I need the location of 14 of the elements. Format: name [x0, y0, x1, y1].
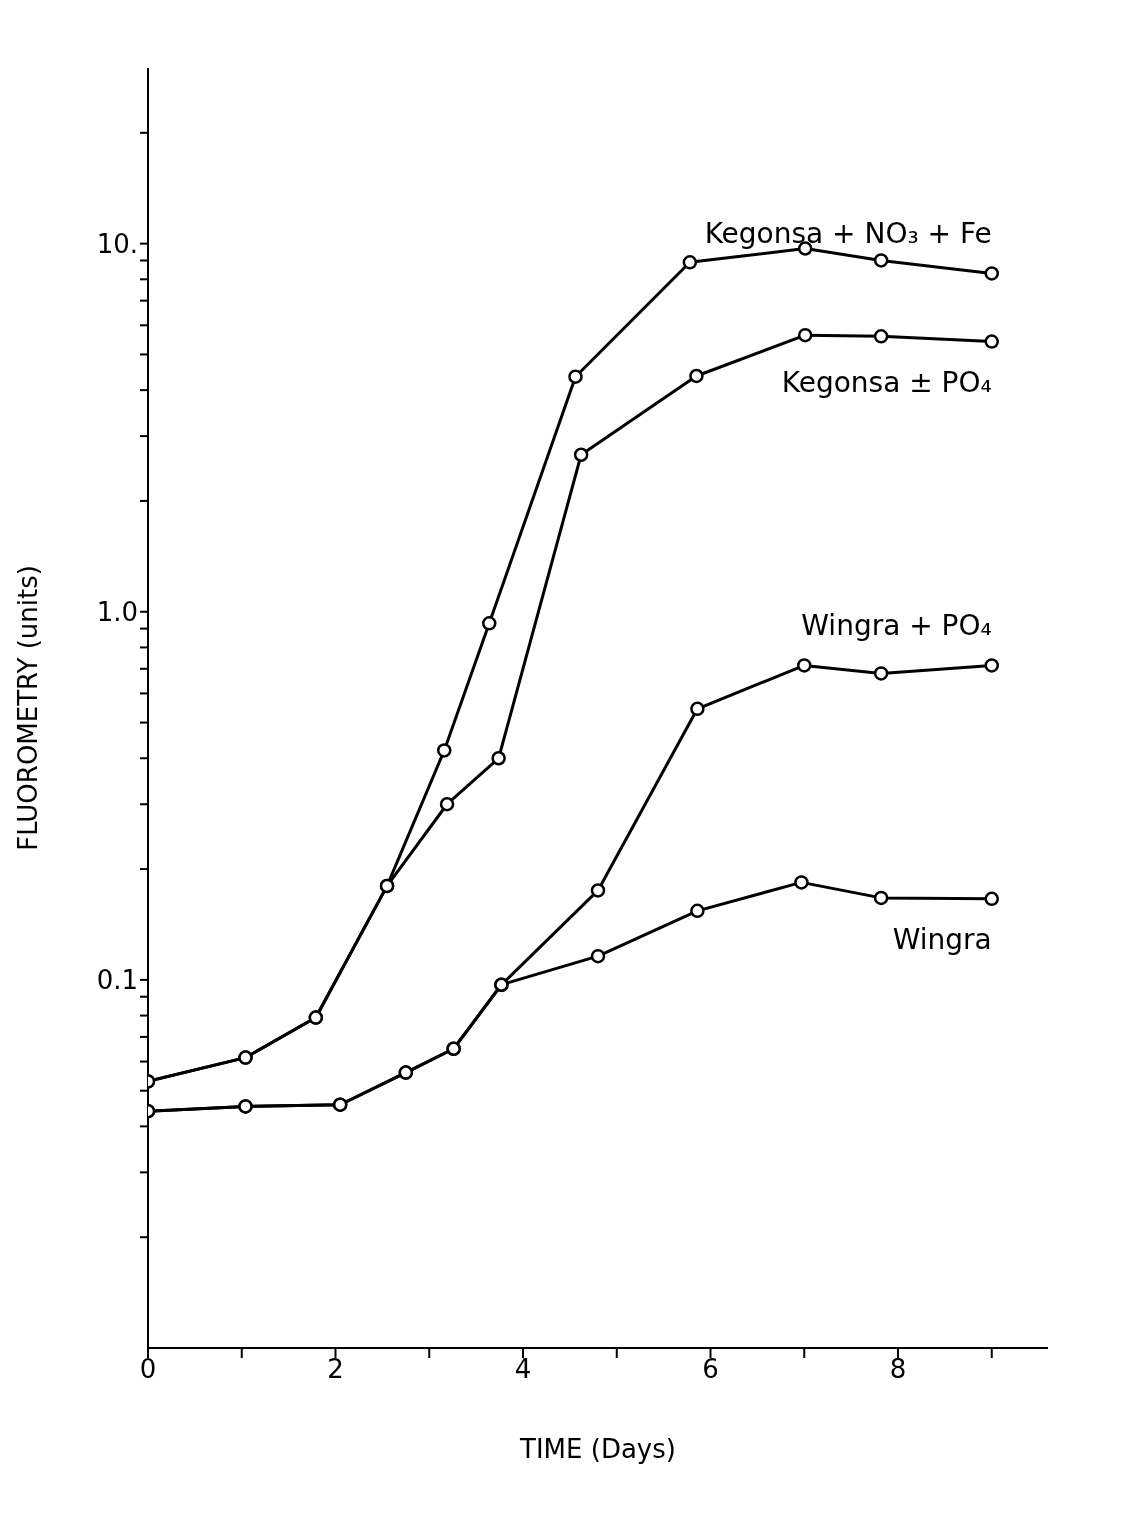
x-axis-title: TIME (Days) [519, 1434, 676, 1464]
y-axis-title: FLUOROMETRY (units) [13, 565, 44, 851]
x-tick-label: 8 [889, 1354, 907, 1385]
series-label: Kegonsa + NO₃ + Fe [704, 217, 992, 251]
x-tick-label: 4 [514, 1354, 532, 1385]
series-label: Wingra + PO₄ [801, 609, 992, 643]
x-tick-label: 2 [327, 1354, 344, 1385]
y-tick-label: 1.0 [96, 596, 138, 627]
series-label: Wingra [892, 922, 992, 956]
series-label: Kegonsa ± PO₄ [781, 365, 992, 399]
y-tick-label: 0.1 [96, 965, 138, 996]
x-tick-label: 6 [702, 1354, 719, 1385]
x-tick-label: 0 [139, 1354, 157, 1385]
y-tick-label: 10. [96, 228, 138, 259]
